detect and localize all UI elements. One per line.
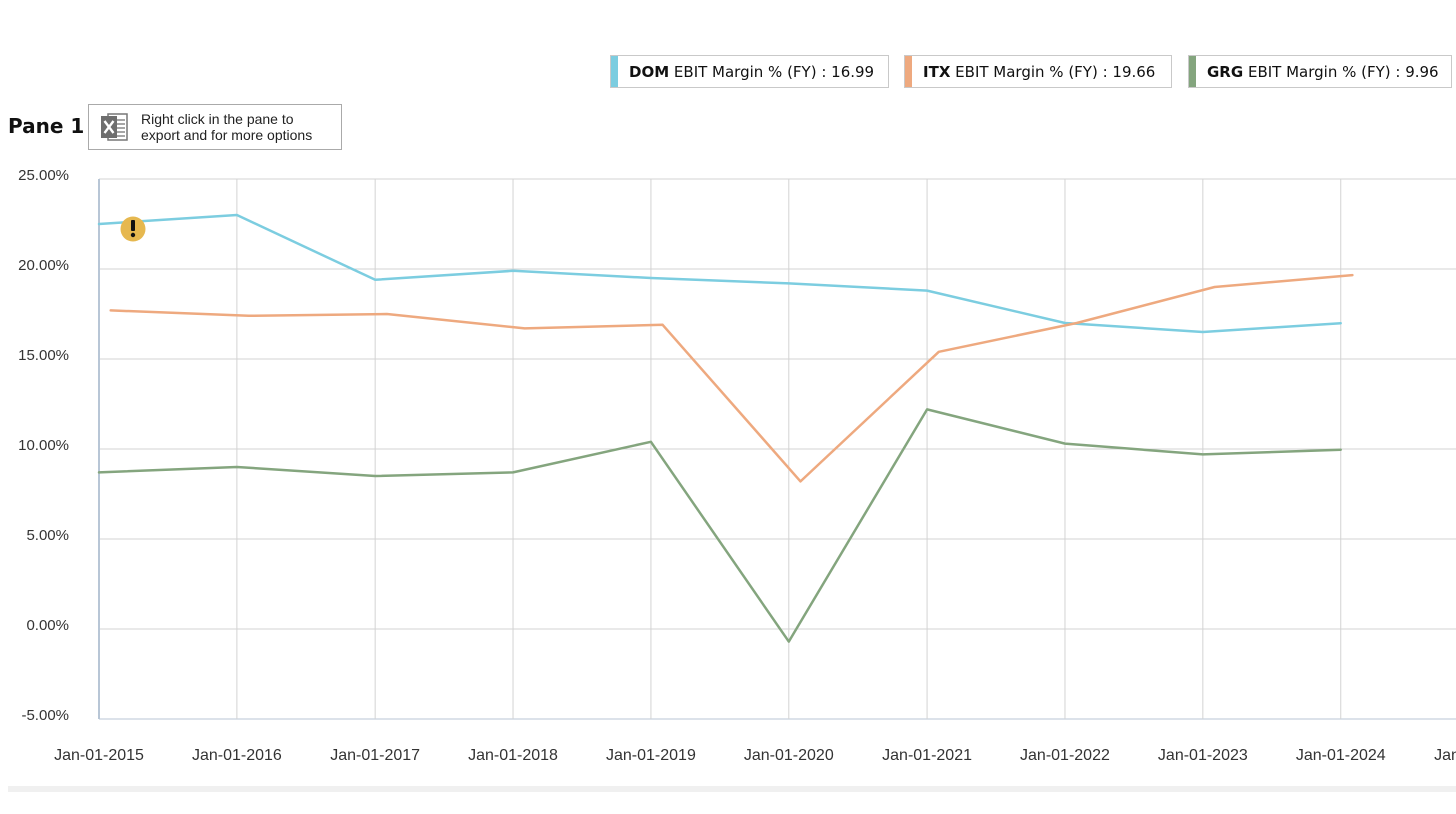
pane-bottom-border	[8, 786, 1456, 792]
export-hint-box[interactable]: Right click in the pane to export and fo…	[88, 104, 342, 150]
x-tick-label: Jan-01-2021	[882, 747, 972, 764]
series-line-dom	[97, 213, 1342, 334]
chart-series	[97, 213, 1354, 643]
series-line-itx	[109, 273, 1354, 483]
legend-label: EBIT Margin % (FY) : 16.99	[673, 62, 875, 81]
export-hint-text: Right click in the pane to export and fo…	[141, 111, 313, 143]
legend-ticker: ITX	[923, 62, 951, 81]
y-axis-ticks: 25.00% 20.00% 15.00% 10.00% 5.00% 0.00% -5.00%	[18, 167, 69, 724]
legend-swatch-dom	[611, 56, 618, 87]
y-tick-label: 15.00%	[18, 347, 69, 364]
x-tick-label: Jan-01-2024	[1296, 747, 1386, 764]
excel-icon	[101, 113, 128, 141]
x-tick-label: Jan-01-2018	[468, 747, 558, 764]
x-tick-label: Jan-01-2020	[744, 747, 834, 764]
x-tick-label: Jan-01-2023	[1158, 747, 1248, 764]
legend-item-dom[interactable]: DOM EBIT Margin % (FY) : 16.99	[610, 55, 889, 88]
y-tick-label: 25.00%	[18, 167, 69, 184]
x-tick-label: Jan-01-2017	[330, 747, 420, 764]
y-tick-label: 5.00%	[26, 527, 69, 544]
legend-label: EBIT Margin % (FY) : 19.66	[955, 62, 1156, 81]
legend-swatch-itx	[905, 56, 912, 87]
legend-swatch-grg	[1189, 56, 1196, 87]
chart-grid	[98, 178, 1456, 720]
legend-label: EBIT Margin % (FY) : 9.96	[1247, 62, 1439, 81]
y-tick-label: 20.00%	[18, 257, 69, 274]
x-tick-label: Jan-01-2016	[192, 747, 282, 764]
x-tick-label: Jan-01-2015	[54, 747, 144, 764]
x-tick-label: Jan-01-2025	[1434, 747, 1456, 764]
legend-item-grg[interactable]: GRG EBIT Margin % (FY) : 9.96	[1188, 55, 1452, 88]
legend-ticker: GRG	[1207, 62, 1244, 81]
x-tick-label: Jan-01-2022	[1020, 747, 1110, 764]
legend-ticker: DOM	[629, 62, 670, 81]
x-axis-ticks: Jan-01-2015 Jan-01-2016 Jan-01-2017 Jan-01-…	[54, 747, 1456, 764]
series-line-grg	[97, 408, 1342, 643]
x-tick-label: Jan-01-2019	[606, 747, 696, 764]
y-tick-label: -5.00%	[21, 707, 69, 724]
y-tick-label: 10.00%	[18, 437, 69, 454]
warning-icon[interactable]	[120, 216, 146, 242]
y-tick-label: 0.00%	[26, 617, 69, 634]
pane-title: Pane 1	[8, 114, 85, 138]
legend-item-itx[interactable]: ITX EBIT Margin % (FY) : 19.66	[904, 55, 1172, 88]
